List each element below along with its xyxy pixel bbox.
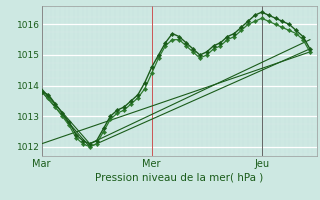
X-axis label: Pression niveau de la mer( hPa ): Pression niveau de la mer( hPa ) bbox=[95, 173, 263, 183]
